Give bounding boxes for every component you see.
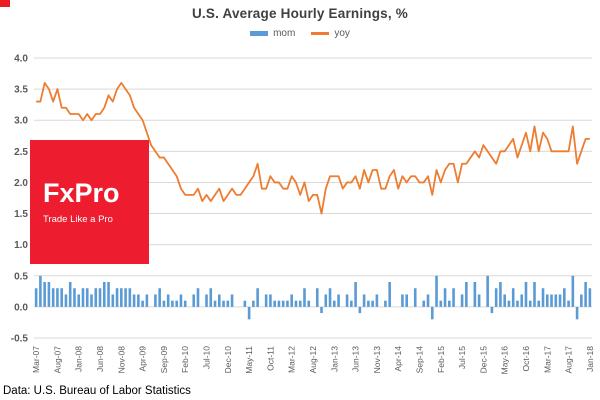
svg-text:May-11: May-11 [244, 346, 254, 374]
fxpro-tagline-text: Trade Like a Pro [43, 213, 113, 225]
svg-text:May-16: May-16 [500, 346, 510, 375]
svg-text:2.0: 2.0 [14, 178, 28, 189]
svg-text:Oct-11: Oct-11 [265, 346, 275, 371]
chart-title: U.S. Average Hourly Earnings, % [191, 6, 408, 21]
svg-text:Nov-08: Nov-08 [116, 346, 126, 374]
svg-text:Oct-16: Oct-16 [521, 346, 531, 372]
corner-mark [0, 0, 10, 7]
svg-text:Aug-17: Aug-17 [564, 346, 574, 374]
svg-text:Aug-07: Aug-07 [52, 346, 62, 374]
svg-text:3.0: 3.0 [14, 116, 28, 127]
fxpro-watermark: FxPro Trade Like a Pro [30, 140, 149, 264]
legend-item-mom: mom [250, 28, 295, 39]
fxpro-brand-text: FxPro [43, 177, 120, 208]
chart-legend: mom yoy [0, 28, 600, 39]
svg-text:Sep-09: Sep-09 [159, 346, 169, 374]
svg-text:4.0: 4.0 [14, 54, 28, 65]
svg-text:Apr-14: Apr-14 [393, 346, 403, 372]
svg-text:Jul-15: Jul-15 [457, 346, 467, 369]
svg-text:Jul-10: Jul-10 [202, 346, 212, 369]
data-source-note: Data: U.S. Bureau of Labor Statistics [3, 385, 191, 397]
svg-text:3.5: 3.5 [14, 85, 28, 96]
svg-text:Jan-08: Jan-08 [74, 346, 84, 372]
svg-text:-0.5: -0.5 [11, 334, 29, 345]
legend-item-yoy: yoy [311, 28, 350, 39]
svg-text:Mar-12: Mar-12 [287, 346, 297, 373]
svg-text:Jan-13: Jan-13 [329, 346, 339, 372]
svg-text:Apr-09: Apr-09 [138, 346, 148, 372]
svg-text:1.0: 1.0 [14, 240, 28, 251]
svg-text:Dec-10: Dec-10 [223, 346, 233, 374]
svg-text:0.5: 0.5 [14, 271, 28, 282]
svg-text:2.5: 2.5 [14, 147, 28, 158]
svg-text:1.5: 1.5 [14, 209, 28, 220]
svg-text:Mar-17: Mar-17 [542, 346, 552, 373]
svg-text:Feb-10: Feb-10 [180, 346, 190, 373]
svg-text:Jun-08: Jun-08 [95, 346, 105, 372]
legend-label-yoy: yoy [334, 28, 350, 39]
svg-text:Jan-18: Jan-18 [585, 346, 595, 372]
svg-text:Jun-13: Jun-13 [351, 346, 361, 372]
yoy-swatch-icon [311, 32, 330, 35]
mom-swatch-icon [250, 31, 269, 36]
svg-text:Nov-13: Nov-13 [372, 346, 382, 374]
svg-text:Dec-15: Dec-15 [478, 346, 488, 374]
legend-label-mom: mom [273, 28, 296, 39]
svg-text:0.0: 0.0 [14, 302, 28, 313]
svg-text:Mar-07: Mar-07 [31, 346, 41, 373]
svg-text:Feb-15: Feb-15 [436, 346, 446, 373]
svg-text:Sep-14: Sep-14 [414, 346, 424, 374]
svg-text:Aug-12: Aug-12 [308, 346, 318, 374]
